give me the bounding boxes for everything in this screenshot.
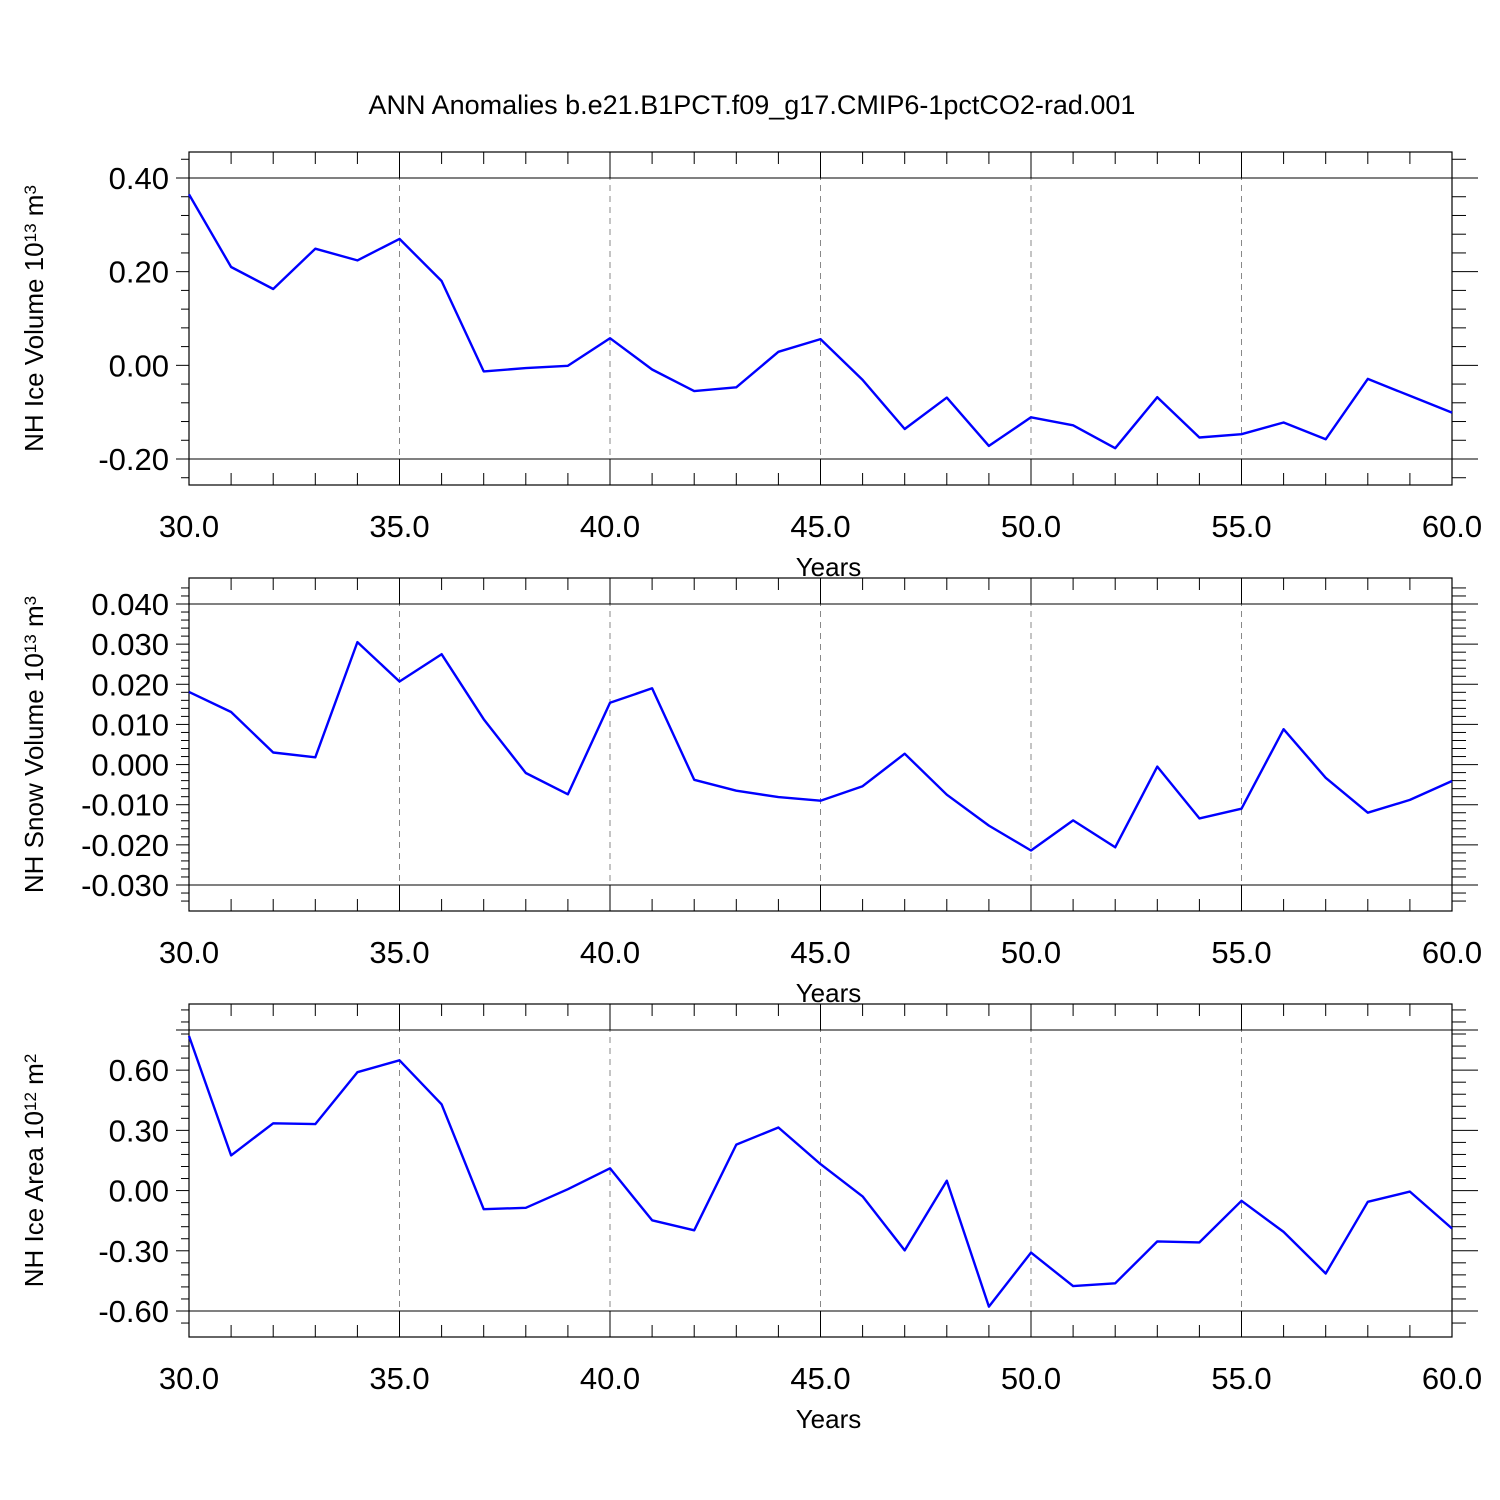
x-tick-label: 35.0 — [369, 1361, 429, 1396]
x-tick-label: 55.0 — [1211, 935, 1271, 970]
y-tick-label: -0.60 — [98, 1294, 169, 1329]
y-tick-label: -0.30 — [98, 1234, 169, 1269]
y-tick-label: 0.020 — [91, 667, 169, 702]
x-tick-label: 30.0 — [159, 1361, 219, 1396]
x-tick-label: 55.0 — [1211, 1361, 1271, 1396]
y-tick-label: 0.20 — [109, 255, 169, 290]
x-tick-label: 30.0 — [159, 935, 219, 970]
x-tick-label: 50.0 — [1001, 509, 1061, 544]
y-tick-label: 0.030 — [91, 627, 169, 662]
x-tick-label: 30.0 — [159, 509, 219, 544]
x-tick-label: 35.0 — [369, 935, 429, 970]
panel-1: -0.20 0.00 0.20 0.40 30.0 35.0 40.0 45.0 50.0 55.… — [19, 151, 1482, 582]
y-tick-label: 0.010 — [91, 707, 169, 742]
x-tick-label: 60.0 — [1422, 1361, 1482, 1396]
x-tick-label: 40.0 — [580, 935, 640, 970]
x-axis-label: Years — [796, 1404, 862, 1434]
y-tick-label: 0.60 — [109, 1053, 169, 1088]
series-line — [187, 193, 1453, 450]
x-tick-label: 45.0 — [790, 509, 850, 544]
x-tick-label: 40.0 — [580, 509, 640, 544]
y-axis-label: NH Ice Volume 1013 m3 — [19, 185, 49, 452]
y-tick-label: 0.40 — [109, 161, 169, 196]
x-tick-label: 40.0 — [580, 1361, 640, 1396]
x-tick-label: 60.0 — [1422, 935, 1482, 970]
panel-3: -0.60 -0.30 0.00 0.30 0.60 30.0 35.0 40.0 45.0 50… — [19, 1003, 1482, 1434]
y-tick-label: 0.000 — [91, 748, 169, 783]
y-tick-label: 0.00 — [109, 348, 169, 383]
x-tick-label: 60.0 — [1422, 509, 1482, 544]
x-tick-label: 50.0 — [1001, 935, 1061, 970]
y-tick-label: 0.040 — [91, 587, 169, 622]
x-tick-label: 50.0 — [1001, 1361, 1061, 1396]
y-tick-label: -0.030 — [81, 868, 169, 903]
chart-title: ANN Anomalies b.e21.B1PCT.f09_g17.CMIP6-… — [369, 90, 1136, 120]
y-tick-label: -0.010 — [81, 788, 169, 823]
y-tick-label: 0.30 — [109, 1113, 169, 1148]
x-tick-label: 35.0 — [369, 509, 429, 544]
y-axis-label: NH Ice Area 1012 m2 — [19, 1054, 49, 1288]
y-tick-label: -0.20 — [98, 442, 169, 477]
y-tick-label: -0.020 — [81, 828, 169, 863]
x-tick-label: 45.0 — [790, 1361, 850, 1396]
panel-2: -0.030 -0.020 -0.010 0.000 0.010 0.020 0.030 0.… — [19, 577, 1482, 1008]
x-tick-label: 45.0 — [790, 935, 850, 970]
x-axis-label: Years — [796, 978, 862, 1008]
series-line — [188, 640, 1453, 852]
x-tick-label: 55.0 — [1211, 509, 1271, 544]
series-line — [187, 1035, 1453, 1308]
y-axis-label: NH Snow Volume 1013 m3 — [19, 596, 49, 893]
y-tick-label: 0.00 — [109, 1174, 169, 1209]
x-axis-label: Years — [796, 552, 862, 582]
